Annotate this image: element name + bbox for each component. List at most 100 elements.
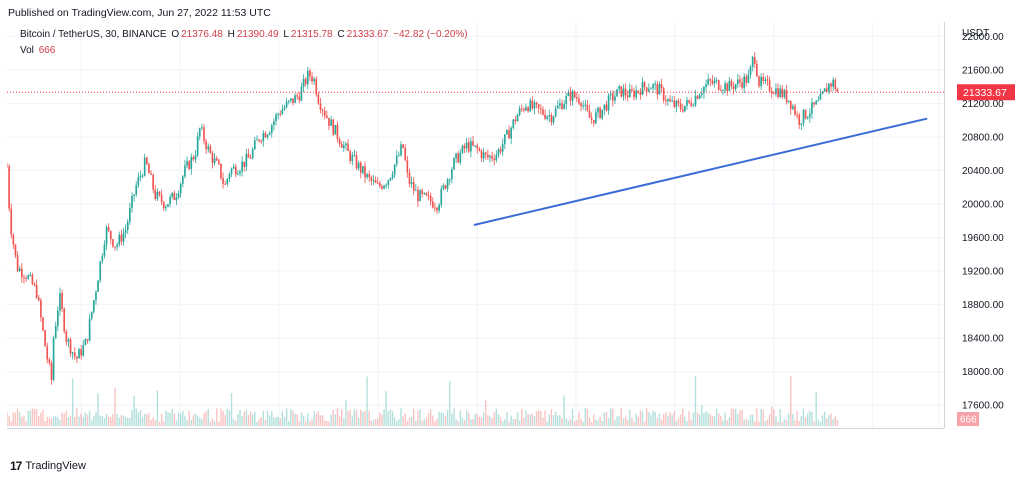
footer-brand[interactable]: TradingView xyxy=(25,460,86,472)
volume-bar xyxy=(665,411,667,426)
candle-body xyxy=(239,171,241,174)
volume-bar xyxy=(82,417,84,426)
candle-body xyxy=(211,153,214,164)
candle-body xyxy=(650,88,652,90)
candle-body xyxy=(412,182,415,191)
candle-body xyxy=(802,109,805,124)
volume-bar xyxy=(19,412,21,426)
candle-body xyxy=(368,174,371,178)
candle-body xyxy=(523,108,525,111)
candle-body xyxy=(35,284,38,298)
candle-body xyxy=(116,244,118,248)
candle-body xyxy=(696,95,699,99)
candle-body xyxy=(207,146,210,150)
volume-bar xyxy=(809,410,811,426)
volume-bar xyxy=(241,416,243,426)
candle-body xyxy=(603,104,606,110)
candle-body xyxy=(88,318,91,341)
candle-body xyxy=(796,114,798,116)
volume-bar xyxy=(586,408,589,426)
candle-body xyxy=(758,76,760,87)
volume-bar xyxy=(336,407,339,426)
volume-bar xyxy=(686,421,688,426)
volume-bar xyxy=(682,408,684,426)
candle-body xyxy=(101,255,104,262)
volume-bar xyxy=(277,416,279,426)
volume-bar xyxy=(328,421,330,426)
volume-bar xyxy=(377,418,379,426)
volume-bar xyxy=(48,418,51,426)
chart-panel[interactable]: 22000.00 21600.00 21200.00 20800.00 20400.00… xyxy=(7,22,1017,432)
candle-body xyxy=(23,277,25,279)
candle-body xyxy=(52,338,55,380)
candle-body xyxy=(751,56,754,67)
volume-bar xyxy=(510,415,512,426)
volume-bar xyxy=(737,413,739,426)
volume-bar xyxy=(535,411,538,426)
volume-bar xyxy=(315,413,317,426)
volume-bar xyxy=(402,416,404,426)
volume-bar xyxy=(476,413,478,426)
volume-bar xyxy=(35,408,38,426)
candle-body xyxy=(16,255,19,272)
candle-body xyxy=(590,117,593,121)
candle-body xyxy=(552,116,555,123)
volume-bar xyxy=(406,420,409,426)
candle-body xyxy=(359,162,362,173)
candle-body xyxy=(823,88,826,92)
candle-body xyxy=(63,308,66,332)
candle-body xyxy=(162,202,165,209)
volume-bar xyxy=(290,408,292,426)
volume-bar xyxy=(480,417,483,426)
volume-bar xyxy=(415,420,417,426)
price-chart[interactable]: 22000.00 21600.00 21200.00 20800.00 20400.00… xyxy=(7,22,1017,432)
candle-body xyxy=(720,89,722,91)
volume-bar xyxy=(578,411,580,426)
volume-bar xyxy=(656,418,659,426)
candle-body xyxy=(254,140,256,150)
candle-body xyxy=(453,158,455,170)
candle-body xyxy=(213,158,216,164)
volume-bar xyxy=(811,411,813,426)
candle-body xyxy=(605,104,608,111)
candle-body xyxy=(463,145,466,149)
volume-bar xyxy=(495,408,498,426)
volume-bar xyxy=(669,412,671,426)
candle-body xyxy=(103,244,106,256)
candle-body xyxy=(813,102,815,105)
volume-bar xyxy=(228,410,231,426)
volume-bar xyxy=(186,420,188,426)
candle-body xyxy=(762,76,765,81)
volume-bar xyxy=(300,412,303,426)
y-tick-label: 20800.00 xyxy=(962,132,1004,143)
volume-bar xyxy=(804,417,807,426)
volume-bar xyxy=(743,419,745,426)
candle-body xyxy=(425,192,428,196)
candle-body xyxy=(766,79,769,81)
candle-body xyxy=(186,161,188,166)
candle-body xyxy=(8,166,10,209)
y-tick-label: 17600.00 xyxy=(962,401,1004,412)
candle-body xyxy=(362,166,364,173)
volume-bar xyxy=(643,421,646,426)
candle-body xyxy=(573,91,576,98)
candle-body xyxy=(112,239,114,247)
candle-body xyxy=(626,95,629,98)
candle-body xyxy=(304,78,307,85)
volume-bar xyxy=(734,408,737,426)
volume-bar xyxy=(122,415,125,426)
volume-bar xyxy=(607,418,610,426)
candle-body xyxy=(141,175,144,177)
candle-body xyxy=(302,78,305,87)
candle-body xyxy=(692,105,695,107)
candle-body xyxy=(97,280,99,292)
candle-body xyxy=(658,84,661,95)
volume-bar xyxy=(110,417,112,426)
volume-bar xyxy=(50,418,53,426)
volume-bar xyxy=(205,410,207,426)
volume-bar xyxy=(434,421,436,426)
candle-body xyxy=(215,158,218,161)
candle-body xyxy=(482,152,485,159)
volume-bar xyxy=(726,420,728,426)
